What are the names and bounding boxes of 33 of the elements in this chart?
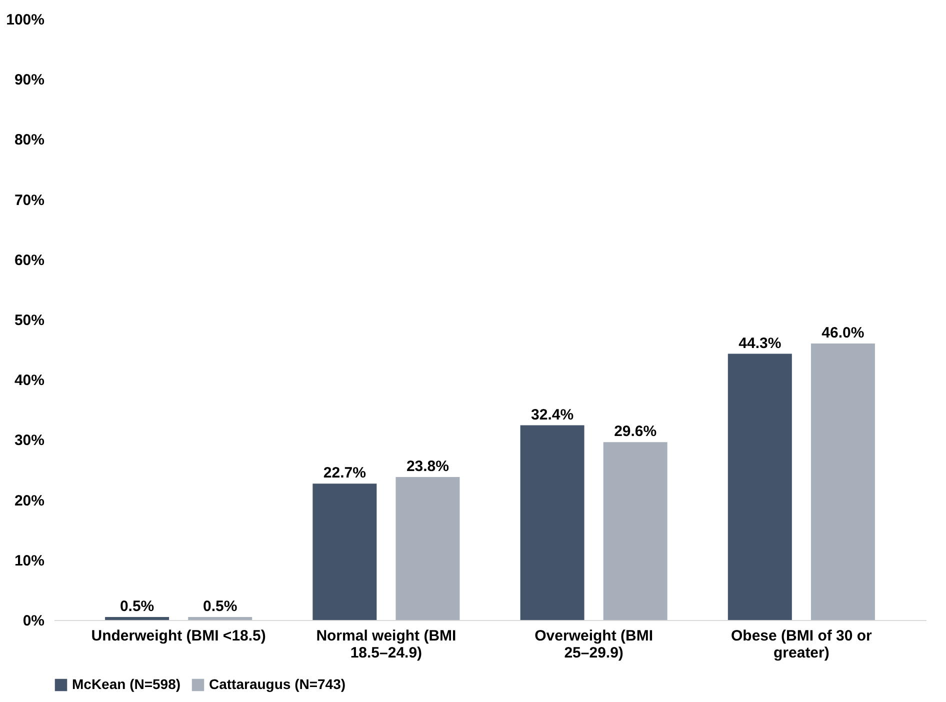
data-label: 0.5% <box>202 598 238 615</box>
y-tick-label: 0% <box>22 612 44 630</box>
data-label: 46.0% <box>822 324 864 342</box>
y-tick-label: 30% <box>14 432 44 450</box>
bar <box>603 442 668 620</box>
y-tick-label: 20% <box>14 492 44 510</box>
bar <box>188 616 252 620</box>
bar <box>105 616 170 620</box>
bar <box>810 344 875 620</box>
y-tick-label: 80% <box>14 132 44 149</box>
x-tick-label: Normal weight (BMI 18.5–24.9) <box>316 628 456 662</box>
y-tick-label: 70% <box>14 192 44 209</box>
y-tick-label: 40% <box>14 372 44 390</box>
bar <box>312 484 377 620</box>
bar <box>396 476 460 620</box>
y-tick-label: 90% <box>14 72 44 89</box>
data-label: 23.8% <box>406 458 449 475</box>
y-tick-label: 100% <box>6 12 44 28</box>
x-tick-label: Underweight (BMI <18.5) <box>91 628 266 644</box>
y-tick-label: 60% <box>14 252 44 269</box>
legend-label: McKean (N=598) <box>72 676 181 692</box>
legend-label: Cattaraugus (N=743) <box>209 676 346 692</box>
bar <box>520 425 584 620</box>
data-label: 32.4% <box>531 406 574 424</box>
y-tick-label: 50% <box>14 312 44 329</box>
bar <box>728 354 792 620</box>
data-label: 22.7% <box>323 464 366 482</box>
data-label: 44.3% <box>738 334 782 352</box>
y-tick-label: 10% <box>14 552 44 570</box>
x-tick-label: Overweight (BMI 25–29.9) <box>534 628 653 662</box>
data-label: 29.6% <box>614 423 657 440</box>
x-tick-label: Obese (BMI of 30 or greater) <box>731 628 872 662</box>
data-label: 0.5% <box>120 598 154 615</box>
